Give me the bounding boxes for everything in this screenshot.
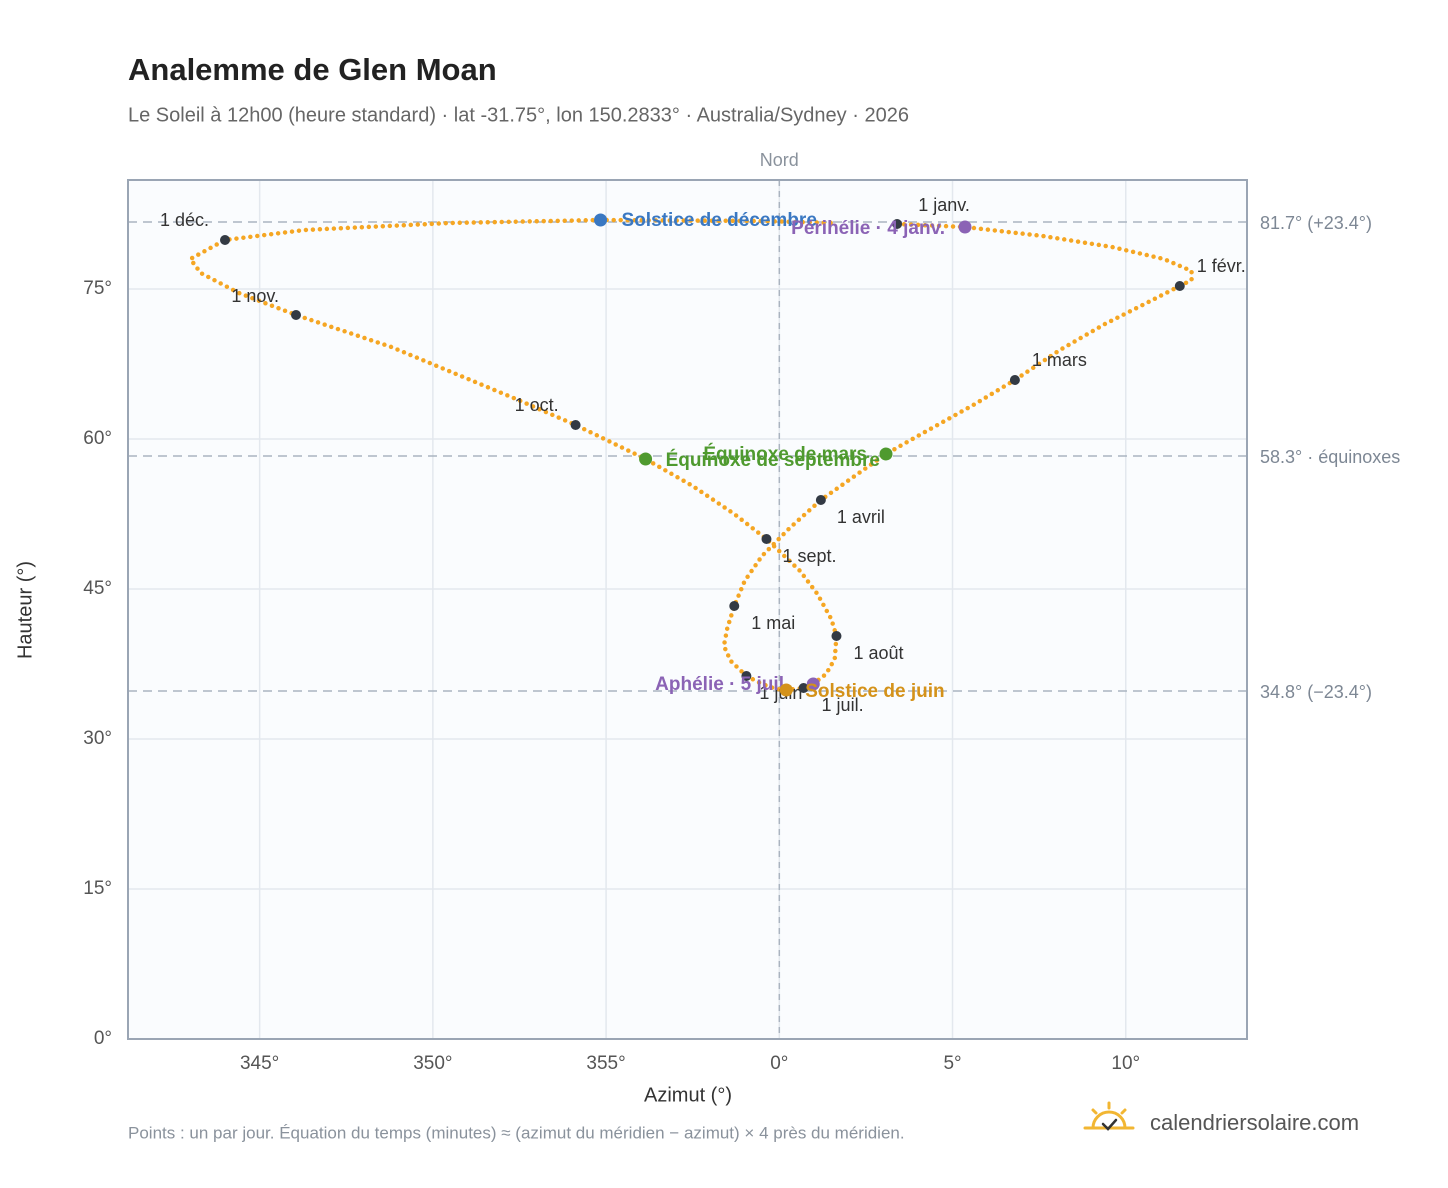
event-label: Périhélie · 4 janv.	[791, 218, 945, 239]
month-marker	[798, 683, 809, 693]
month-label: 1 déc.	[160, 210, 209, 230]
event-marker	[594, 213, 608, 227]
event-marker	[806, 677, 820, 691]
month-label: 1 oct.	[515, 395, 559, 415]
month-label: 1 sept.	[782, 546, 836, 566]
brand: calendriersolaire.com	[1150, 1110, 1359, 1135]
month-label: 1 août	[853, 643, 903, 663]
y-tick-label: 75°	[83, 278, 112, 299]
y-tick-label: 45°	[83, 578, 112, 599]
event-label: Équinoxe de mars	[703, 443, 867, 465]
reference-label: 34.8° (−23.4°)	[1260, 682, 1372, 702]
month-marker	[291, 310, 302, 320]
event-label: Solstice de juin	[805, 681, 944, 702]
month-marker	[729, 601, 740, 611]
x-tick-label: 350°	[413, 1053, 452, 1074]
y-tick-label: 15°	[83, 878, 112, 899]
event-marker	[958, 220, 972, 234]
month-marker	[892, 219, 903, 229]
month-marker	[815, 495, 826, 505]
x-tick-label: 0°	[770, 1053, 788, 1074]
month-label: 1 févr.	[1197, 256, 1246, 276]
y-axis-label: Hauteur (°)	[14, 561, 36, 659]
x-tick-label: 5°	[943, 1053, 961, 1074]
month-label: 1 avril	[837, 507, 885, 527]
month-marker	[831, 631, 842, 641]
y-tick-label: 60°	[83, 428, 112, 449]
month-marker	[1009, 375, 1020, 385]
month-label: 1 juil.	[822, 695, 864, 715]
reference-label: 58.3° · équinoxes	[1260, 447, 1400, 467]
event-label: Solstice de décembre	[622, 210, 817, 231]
chart-title: Analemme de Glen Moan	[128, 52, 497, 87]
month-marker	[1174, 281, 1185, 291]
month-marker	[761, 534, 772, 544]
y-tick-label: 0°	[94, 1028, 112, 1049]
month-label: 1 mai	[751, 613, 795, 633]
x-axis-label: Azimut (°)	[644, 1084, 732, 1106]
north-label: Nord	[760, 150, 799, 170]
month-marker	[220, 235, 231, 245]
plot-area	[128, 180, 1247, 1039]
x-tick-label: 355°	[586, 1053, 625, 1074]
chart-subtitle: Le Soleil à 12h00 (heure standard) · lat…	[128, 104, 909, 126]
month-label: 1 nov.	[231, 286, 279, 306]
month-label: 1 janv.	[918, 195, 970, 215]
event-marker	[879, 447, 893, 461]
event-label: Équinoxe de septembre	[666, 449, 880, 471]
plot-frame	[127, 179, 1248, 1040]
event-marker	[779, 683, 793, 697]
reference-label: 81.7° (+23.4°)	[1260, 213, 1372, 233]
event-label: Aphélie · 5 juil.	[655, 674, 789, 695]
brand-icon	[1083, 1101, 1135, 1131]
month-label: 1 mars	[1032, 350, 1087, 370]
month-marker	[570, 420, 581, 430]
event-marker	[639, 452, 653, 466]
footnote: Points : un par jour. Équation du temps …	[128, 1123, 905, 1142]
x-tick-label: 10°	[1111, 1053, 1140, 1074]
x-tick-label: 345°	[240, 1053, 279, 1074]
month-marker	[741, 671, 752, 681]
y-tick-label: 30°	[83, 728, 112, 749]
